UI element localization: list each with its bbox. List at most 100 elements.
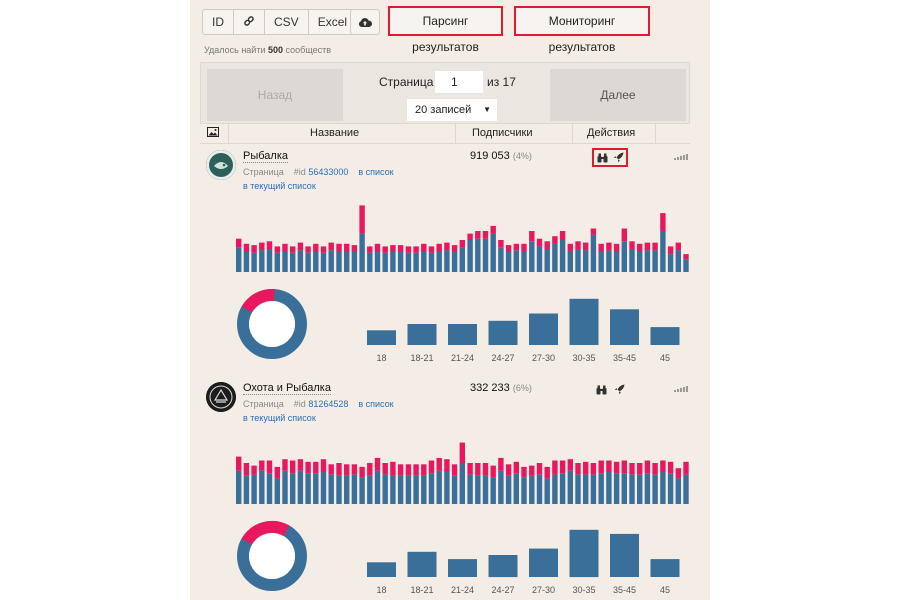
page-number-input[interactable] (435, 71, 483, 93)
column-name-header[interactable]: Название (310, 127, 360, 139)
community-id-link[interactable]: 81264528 (308, 399, 349, 409)
per-page-select[interactable]: 20 записей ▼ (407, 99, 497, 121)
export-id-button[interactable]: ID (203, 10, 234, 34)
activity-bar-female (590, 463, 597, 475)
activity-bar-female (613, 461, 620, 474)
activity-bar-female (559, 231, 566, 240)
export-excel-button[interactable]: Excel (317, 15, 348, 29)
activity-bar-female (606, 460, 612, 472)
parse-results-button[interactable]: Парсинг результатов (388, 6, 503, 54)
age-label: 35-45 (613, 585, 636, 593)
community-name-link[interactable]: Охота и Рыбалка (243, 382, 331, 395)
activity-bar-female (428, 246, 435, 253)
add-to-list-link[interactable]: в список (358, 399, 394, 409)
export-link-button[interactable] (234, 10, 265, 34)
binoculars-icon[interactable] (596, 385, 607, 395)
activity-bar-male (583, 250, 589, 272)
donut-hole (249, 533, 295, 579)
avatar[interactable] (206, 382, 236, 412)
activity-bar-male (282, 251, 288, 272)
activity-bar-male (297, 470, 304, 504)
activity-bar-female (482, 231, 489, 239)
activity-bar-female (282, 243, 288, 252)
activity-bar-female (637, 463, 643, 475)
activity-bar-female (544, 466, 550, 479)
activity-bar-female (266, 241, 273, 249)
next-page-button[interactable]: Далее (550, 69, 686, 121)
avatar[interactable] (206, 150, 236, 180)
monitor-results-button[interactable]: Мониторинг результатов (514, 6, 650, 54)
activity-bar-male (344, 475, 350, 504)
activity-bar-male (498, 470, 504, 504)
activity-bar-female (583, 242, 589, 251)
export-csv-button[interactable]: CSV (265, 10, 309, 34)
activity-bar-female (328, 464, 334, 475)
community-name-link[interactable]: Рыбалка (243, 150, 288, 163)
activity-bar-female (544, 241, 550, 249)
activity-bar-female (660, 213, 666, 231)
activity-bar-male (613, 251, 620, 272)
activity-bar-male (559, 473, 566, 504)
activity-bar-male (336, 251, 342, 272)
activity-bar-male (667, 254, 674, 272)
activity-bar-female (598, 460, 604, 474)
age-label: 27-30 (532, 585, 555, 593)
add-to-list-link[interactable]: в список (358, 167, 394, 177)
prev-page-button[interactable]: Назад (207, 69, 343, 121)
activity-bar-female (243, 243, 250, 252)
caret-down-icon: ▼ (483, 105, 491, 114)
age-bar (529, 313, 558, 345)
column-subscribers-header[interactable]: Подписчики (472, 127, 533, 139)
binoculars-icon[interactable] (597, 153, 608, 163)
activity-bar-male (451, 475, 458, 504)
activity-bar-male (328, 474, 334, 504)
activity-bar-female (652, 463, 658, 475)
activity-bar-female (259, 460, 265, 471)
activity-bar-female (374, 457, 381, 471)
activity-bar-female (505, 245, 512, 252)
activity-bar-female (382, 246, 388, 253)
community-id-link[interactable]: 56433000 (308, 167, 349, 177)
activity-bar-female (421, 243, 427, 252)
community-meta: Страница #id 81264528 в список (243, 399, 394, 409)
activity-bar-female (567, 243, 573, 252)
activity-bar-female (644, 460, 651, 474)
activity-bar-female (305, 246, 311, 253)
activity-bar-male (320, 472, 327, 504)
activity-bar-female (243, 463, 250, 476)
activity-bar-female (313, 243, 319, 252)
age-bar (448, 559, 477, 577)
cloud-upload-button[interactable] (350, 9, 380, 35)
age-label: 45 (660, 585, 670, 593)
activity-bar-male (475, 238, 481, 272)
activity-bar-female (290, 460, 296, 474)
add-to-current-list-link[interactable]: в текущий список (243, 413, 316, 423)
age-bar (367, 330, 396, 345)
activity-bar-female (683, 461, 689, 475)
activity-bar-male (505, 475, 512, 504)
activity-bar-female (583, 461, 589, 475)
id-label: #id (293, 399, 306, 409)
activity-bar-male (498, 247, 504, 272)
activity-bar-female (644, 242, 651, 251)
community-meta: Страница #id 56433000 в список (243, 167, 394, 177)
age-bar (610, 533, 639, 577)
activity-bar-female (421, 464, 427, 476)
activity-bar-female (428, 460, 435, 474)
age-label: 30-35 (572, 353, 595, 361)
add-to-current-list-link[interactable]: в текущий список (243, 181, 316, 191)
table-header: Название Подписчики Действия (200, 124, 690, 144)
activity-bar-male (313, 251, 319, 272)
activity-bar-male (613, 473, 620, 504)
age-bar (488, 555, 518, 578)
activity-bar-male (413, 252, 419, 272)
activity-bar-female (536, 463, 543, 475)
activity-bar-male (637, 474, 643, 504)
activity-bar-male (536, 246, 543, 272)
rocket-icon[interactable] (614, 384, 625, 395)
activity-bar-male (475, 475, 481, 504)
subscribers-count: 919 053 (4%) (470, 150, 532, 162)
rocket-icon[interactable] (613, 152, 624, 163)
activity-bar-female (498, 240, 504, 248)
activity-bar-male (660, 231, 666, 272)
